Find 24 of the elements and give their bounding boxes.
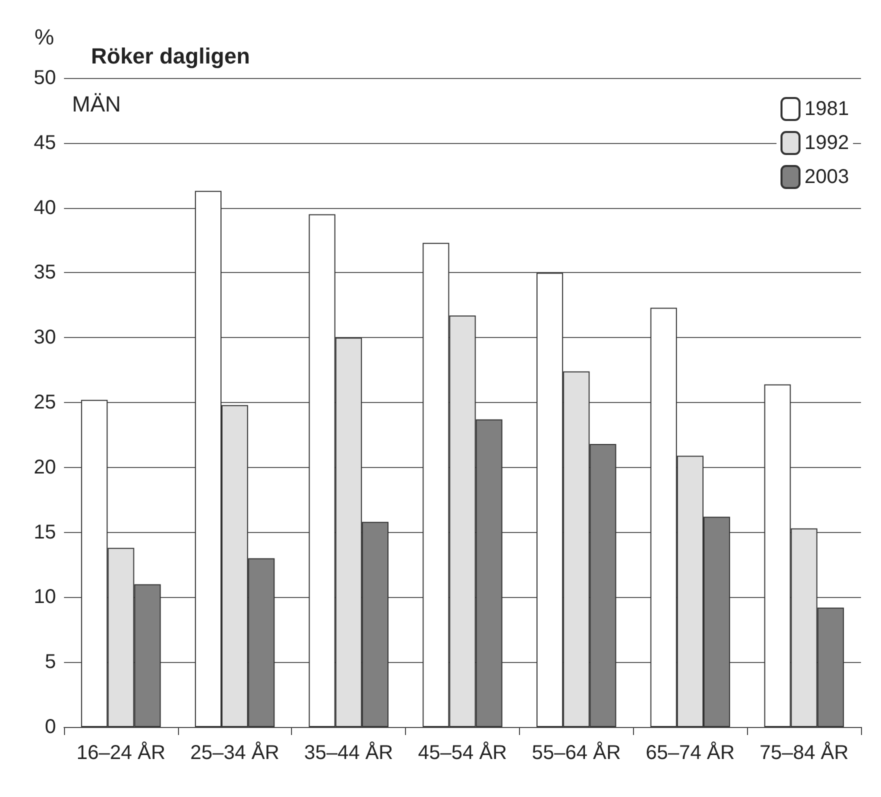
y-tick-label: 45 <box>34 132 56 154</box>
x-tick-label: 75–84 ÅR <box>760 741 849 764</box>
y-tick-label: 25 <box>34 392 56 414</box>
y-tick-label: 20 <box>34 456 56 478</box>
x-tick-label: 45–54 ÅR <box>418 741 507 764</box>
y-tick-label: 0 <box>44 716 56 738</box>
chart-title: Röker dagligen <box>91 44 250 68</box>
y-tick-label: 10 <box>34 586 56 608</box>
y-tick-label: 5 <box>44 651 56 674</box>
x-tick-label: 65–74 ÅR <box>646 741 735 764</box>
y-tick-label: 15 <box>34 521 56 544</box>
legend-label: 2003 <box>804 166 850 188</box>
y-tick-label: 30 <box>34 326 56 349</box>
legend-label: 1981 <box>804 98 850 120</box>
x-tick-label: 35–44 ÅR <box>304 741 394 764</box>
annotation: MÄN <box>72 92 121 116</box>
y-tick-label: 50 <box>34 67 56 89</box>
x-tick-label: 16–24 ÅR <box>76 741 166 764</box>
y-tick-label: 35 <box>34 262 56 284</box>
x-tick-label: 55–64 ÅR <box>532 741 621 764</box>
y-tick-label: 40 <box>34 196 56 219</box>
x-tick-label: 25–34 ÅR <box>190 741 280 764</box>
y-axis-title: % <box>34 24 54 50</box>
legend-label: 1992 <box>804 132 850 154</box>
